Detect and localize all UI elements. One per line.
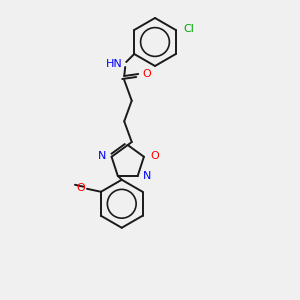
Text: O: O	[76, 183, 85, 193]
Text: N: N	[98, 151, 106, 161]
Text: O: O	[142, 69, 151, 79]
Text: O: O	[150, 151, 159, 161]
Text: HN: HN	[106, 59, 122, 69]
Text: Cl: Cl	[184, 24, 195, 34]
Text: N: N	[143, 171, 151, 181]
